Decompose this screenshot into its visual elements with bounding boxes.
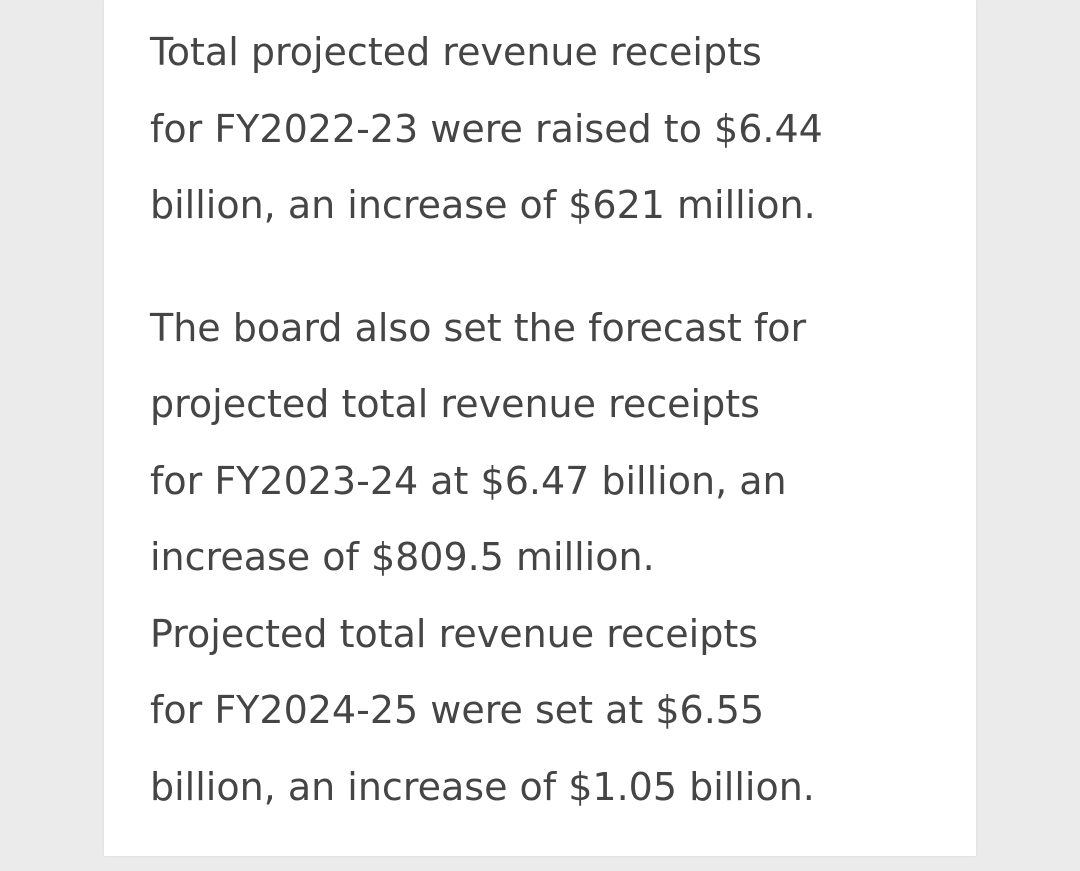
paragraph: The board also set the forecast for proje… <box>150 290 970 826</box>
text-line: billion, an increase of $621 million. <box>150 183 816 227</box>
text-line: Projected total revenue receipts <box>150 611 759 656</box>
article-body: Total projected revenue receipts for FY20… <box>150 14 970 871</box>
text-line: for FY2023-24 at $6.47 billion, an <box>150 458 787 503</box>
text-line: The board also set the forecast for <box>150 305 807 350</box>
paragraph: Total projected revenue receipts for FY20… <box>150 14 970 244</box>
text-line: for FY2024-25 were set at $6.55 <box>150 688 765 732</box>
text-line: projected total revenue receipts <box>150 382 760 426</box>
text-line: Total projected revenue receipts <box>150 30 762 74</box>
text-line: billion, an increase of $1.05 billion. <box>150 764 815 809</box>
text-line: increase of $809.5 million. <box>150 535 655 579</box>
text-line: for FY2022-23 were raised to $6.44 <box>150 106 823 151</box>
article-card: Total projected revenue receipts for FY20… <box>104 0 976 856</box>
